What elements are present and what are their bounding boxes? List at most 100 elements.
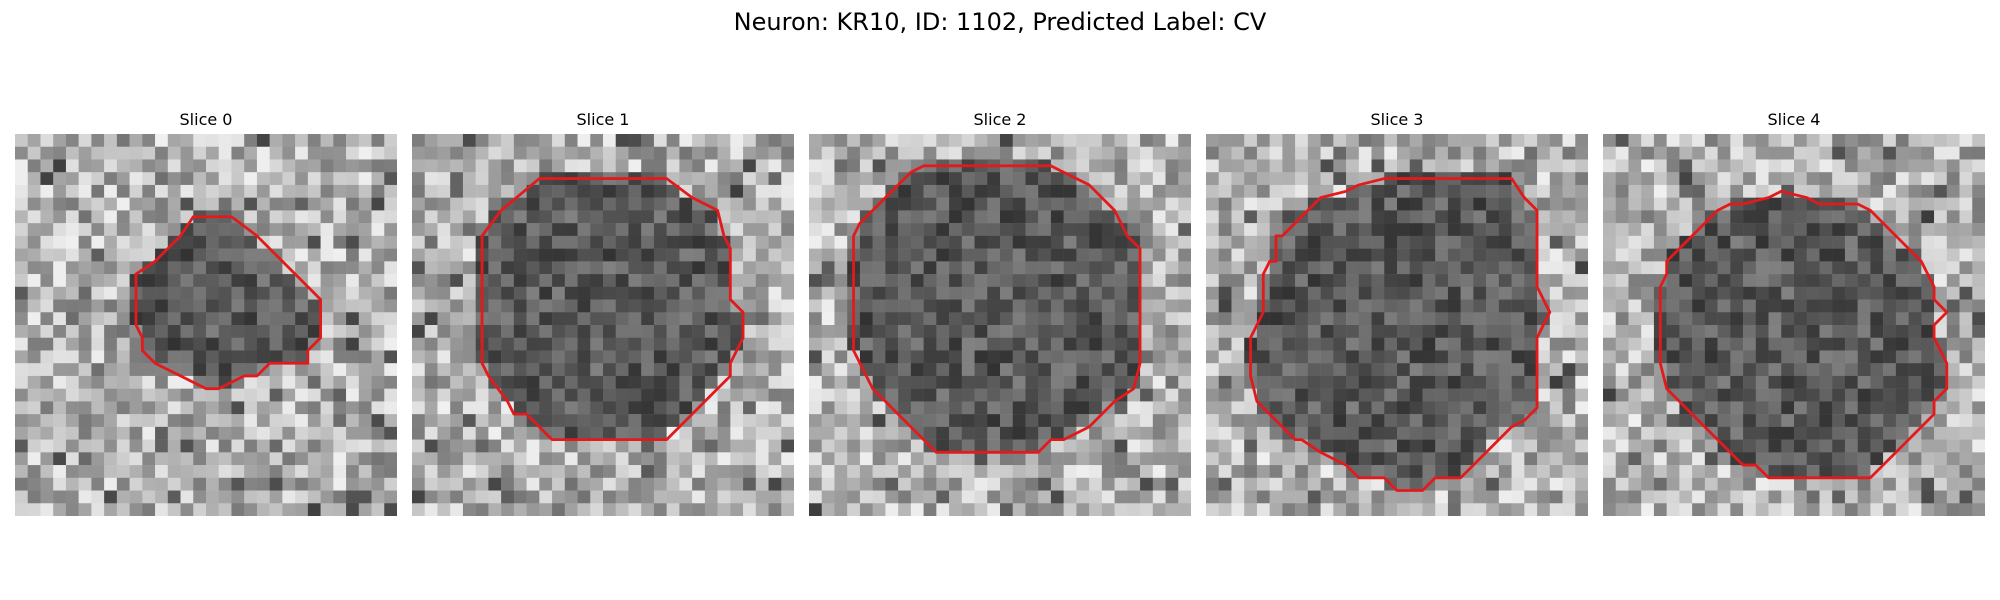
pixel [1127, 299, 1141, 313]
pixel [526, 248, 540, 262]
pixel [1460, 426, 1474, 440]
pixel [1883, 477, 1897, 491]
pixel [65, 312, 79, 326]
pixel [872, 134, 886, 147]
pixel [1946, 350, 1960, 364]
pixel [743, 426, 757, 440]
pixel [1870, 452, 1884, 466]
pixel [1371, 159, 1385, 173]
pixel [488, 197, 502, 211]
pixel [1743, 350, 1757, 364]
pixel [1178, 363, 1191, 377]
pixel [552, 223, 566, 237]
pixel [1422, 426, 1436, 440]
pixel [1844, 312, 1858, 326]
pixel [1101, 274, 1115, 288]
pixel [295, 325, 309, 338]
pixel [1679, 172, 1693, 186]
pixel [755, 439, 769, 453]
pixel [244, 172, 258, 186]
pixel [641, 426, 655, 440]
pixel [961, 286, 975, 300]
pixel [53, 350, 67, 364]
pixel [1320, 465, 1334, 479]
pixel [1012, 337, 1026, 351]
pixel [1895, 426, 1909, 440]
pixel [1768, 134, 1782, 147]
pixel [193, 146, 207, 160]
pixel [1397, 490, 1410, 504]
pixel [704, 299, 718, 313]
pixel [1165, 325, 1179, 338]
pixel [885, 337, 899, 351]
pixel [180, 159, 194, 173]
pixel [1025, 439, 1039, 453]
pixel [1946, 235, 1960, 249]
pixel [872, 184, 886, 198]
pixel [936, 172, 950, 186]
pixel [206, 286, 219, 300]
pixel [1794, 274, 1807, 288]
pixel [40, 350, 54, 364]
pixel [1730, 274, 1744, 288]
pixel [641, 299, 655, 313]
pixel [437, 401, 451, 415]
pixel [1524, 426, 1538, 440]
pixel [1679, 439, 1693, 453]
pixel [526, 210, 540, 224]
pixel [1959, 312, 1973, 326]
pixel [1269, 401, 1283, 415]
pixel [384, 134, 397, 147]
pixel [755, 490, 769, 504]
pixel [1384, 363, 1398, 377]
pixel [1934, 134, 1948, 147]
pixel [1397, 337, 1410, 351]
pixel [1844, 172, 1858, 186]
pixel [743, 375, 757, 389]
pixel [1127, 286, 1141, 300]
pixel [1371, 210, 1385, 224]
pixel [1358, 337, 1372, 351]
pixel [1346, 452, 1360, 466]
pixel [1857, 477, 1871, 491]
pixel [628, 223, 642, 237]
pixel [730, 248, 744, 262]
pixel [743, 363, 757, 377]
pixel [755, 134, 769, 147]
pixel [1615, 146, 1629, 160]
pixel [1333, 490, 1347, 504]
pixel [526, 439, 540, 453]
pixel [1038, 312, 1052, 326]
pixel [1704, 134, 1718, 147]
pixel [1628, 235, 1642, 249]
pixel [1895, 388, 1909, 402]
pixel [269, 261, 283, 275]
pixel [859, 197, 873, 211]
pixel [371, 375, 385, 389]
pixel [1165, 172, 1179, 186]
pixel [692, 503, 706, 516]
pixel [346, 426, 360, 440]
pixel [923, 184, 937, 198]
pixel [679, 452, 693, 466]
pixel [1295, 223, 1309, 237]
pixel [768, 439, 782, 453]
pixel [231, 401, 245, 415]
pixel [1038, 223, 1052, 237]
pixel [1870, 299, 1884, 313]
pixel [1140, 261, 1154, 275]
pixel [755, 325, 769, 338]
pixel [231, 439, 245, 453]
pixel [1371, 184, 1385, 198]
pixel [1256, 184, 1270, 198]
pixel [859, 274, 873, 288]
pixel [1089, 197, 1103, 211]
pixel [1320, 274, 1334, 288]
pixel [898, 350, 912, 364]
pixel [898, 465, 912, 479]
pixel [1076, 312, 1090, 326]
pixel [1231, 363, 1245, 377]
pixel [384, 388, 397, 402]
pixel [859, 388, 873, 402]
pixel [653, 401, 667, 415]
